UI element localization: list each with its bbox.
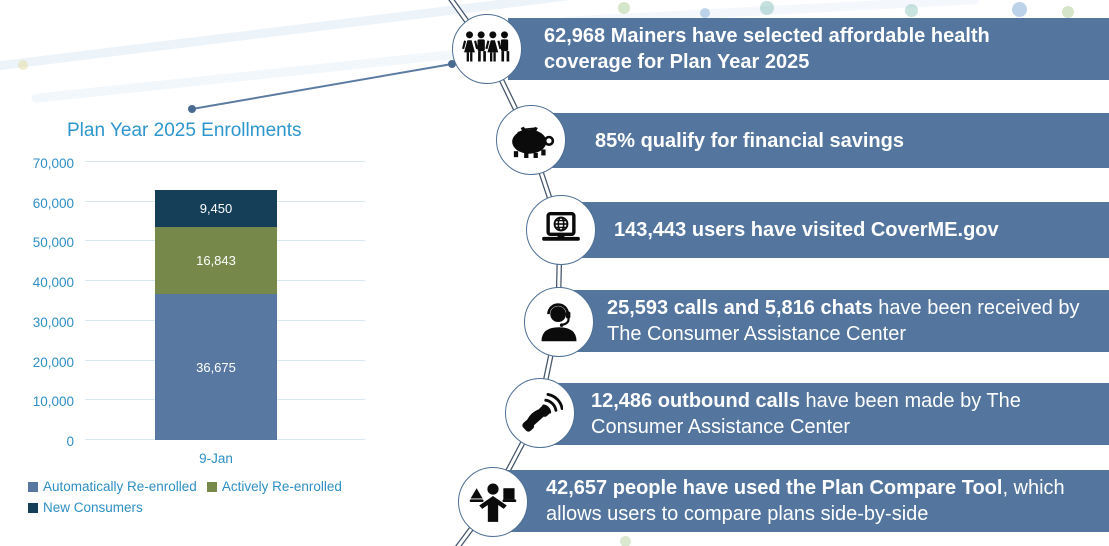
callout-bar-outbound-calls: 12,486 outbound calls have been made by …	[543, 383, 1109, 445]
callout-text: 143,443 users have visited CoverME.gov	[558, 217, 999, 243]
callout-text: 12,486 outbound calls have been made by …	[543, 388, 1091, 440]
callout-circle	[526, 195, 596, 265]
chart-legend: Automatically Re-enrolled Actively Re-enr…	[28, 479, 388, 515]
segment-value-label: 16,843	[196, 253, 236, 269]
y-tick-label: 0	[66, 434, 74, 449]
laptop-globe-icon	[542, 212, 580, 241]
phone-call-icon	[522, 393, 563, 432]
legend-swatch	[28, 481, 38, 492]
plan-compare-icon	[469, 483, 517, 522]
callout-bold-text: 12,486 outbound calls	[591, 390, 800, 412]
legend-label: Automatically Re-enrolled	[43, 479, 197, 494]
legend-item: New Consumers	[28, 500, 143, 515]
bar-segment-new-consumers: 9,450	[155, 189, 277, 228]
bar-segment-actively-re-enrolled: 16,843	[155, 227, 277, 295]
legend-label: Actively Re-enrolled	[221, 479, 342, 494]
segment-value-label: 9,450	[199, 201, 233, 217]
support-agent-icon	[541, 303, 577, 342]
y-tick-label: 30,000	[32, 314, 74, 330]
callout-bold-text: 42,657 people have used the Plan Compare…	[546, 477, 1003, 499]
y-tick-label: 40,000	[32, 275, 74, 291]
legend-swatch	[206, 481, 217, 492]
bar-segment-automatically-re-enrolled: 36,675	[155, 294, 277, 440]
legend-item: Actively Re-enrolled	[206, 479, 342, 494]
chart-x-category: 9-Jan	[199, 451, 233, 466]
legend-swatch	[28, 502, 38, 513]
callout-text: 62,968 Mainers have selected affordable …	[508, 23, 1064, 75]
y-tick-label: 20,000	[32, 354, 74, 370]
y-tick-label: 10,000	[32, 394, 74, 410]
callout-bold-text: 143,443 users have visited CoverME.gov	[614, 219, 999, 241]
callout-circle	[452, 14, 522, 84]
chart-title: Plan Year 2025 Enrollments	[67, 120, 302, 141]
callout-text: 25,593 calls and 5,816 chats have been r…	[557, 295, 1109, 347]
legend-item: Automatically Re-enrolled	[28, 479, 197, 494]
segment-value-label: 36,675	[196, 359, 236, 375]
chart-y-axis: 0 10,000 20,000 30,000 40,000 50,000 60,000 70,…	[0, 156, 74, 449]
callout-bar-visitors: 143,443 users have visited CoverME.gov	[558, 202, 1109, 258]
callout-bar-plan-compare: 42,657 people have used the Plan Compare…	[498, 470, 1109, 532]
y-tick-label: 60,000	[32, 195, 74, 211]
callout-text: 85% qualify for financial savings	[543, 128, 904, 154]
callout-text: 42,657 people have used the Plan Compare…	[498, 475, 1109, 527]
callout-bold-text: 62,968 Mainers have selected affordable …	[544, 25, 990, 73]
callout-circle	[505, 378, 575, 448]
callout-circle	[524, 287, 594, 357]
chart-plot: 36,675 16,843 9,450	[85, 161, 365, 440]
callout-bold-text: 25,593 calls and 5,816 chats	[607, 297, 873, 319]
y-tick-label: 50,000	[32, 235, 74, 251]
gridline	[85, 161, 365, 162]
leader-line	[188, 60, 456, 113]
y-tick-label: 70,000	[32, 156, 74, 171]
callout-circle	[458, 467, 528, 537]
family-icon	[462, 31, 510, 62]
callout-bar-calls-chats: 25,593 calls and 5,816 chats have been r…	[557, 290, 1109, 352]
callout-bar-enrollment: 62,968 Mainers have selected affordable …	[508, 18, 1109, 80]
callout-bold-text: 85% qualify for financial savings	[595, 129, 904, 152]
callout-rest-text: , which allows users to compare plans si…	[546, 477, 1065, 525]
callout-bar-savings: 85% qualify for financial savings	[543, 113, 1109, 168]
callout-rest-text: have been made by The Consumer Assistanc…	[591, 390, 1021, 438]
callout-circle	[496, 105, 566, 175]
callout-rest-text: have been received by The Consumer Assis…	[607, 297, 1080, 345]
legend-label: New Consumers	[43, 500, 143, 515]
piggy-bank-icon	[512, 124, 555, 158]
stacked-bar: 36,675 16,843 9,450	[155, 162, 277, 440]
